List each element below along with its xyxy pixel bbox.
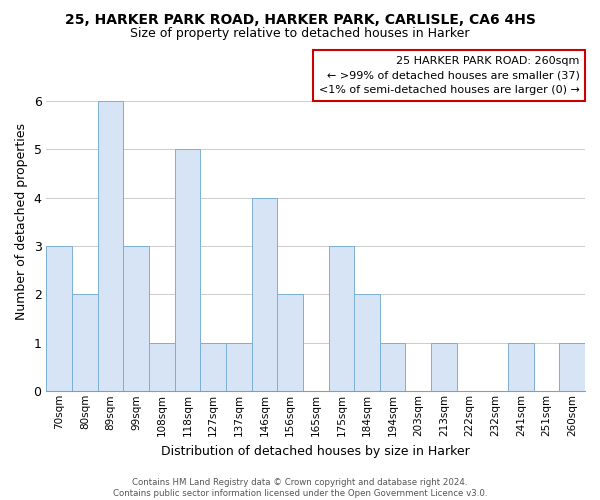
Bar (559, 343, 585, 392)
Bar (226, 343, 251, 392)
Bar (72, 294, 98, 392)
Bar (175, 150, 200, 392)
Bar (380, 343, 406, 392)
Bar (98, 101, 124, 392)
Text: 25, HARKER PARK ROAD, HARKER PARK, CARLISLE, CA6 4HS: 25, HARKER PARK ROAD, HARKER PARK, CARLI… (65, 12, 535, 26)
X-axis label: Distribution of detached houses by size in Harker: Distribution of detached houses by size … (161, 444, 470, 458)
Text: 25 HARKER PARK ROAD: 260sqm
← >99% of detached houses are smaller (37)
<1% of se: 25 HARKER PARK ROAD: 260sqm ← >99% of de… (319, 56, 580, 96)
Bar (329, 246, 354, 392)
Text: Size of property relative to detached houses in Harker: Size of property relative to detached ho… (130, 28, 470, 40)
Text: Contains HM Land Registry data © Crown copyright and database right 2024.
Contai: Contains HM Land Registry data © Crown c… (113, 478, 487, 498)
Bar (251, 198, 277, 392)
Bar (277, 294, 303, 392)
Bar (508, 343, 534, 392)
Bar (200, 343, 226, 392)
Y-axis label: Number of detached properties: Number of detached properties (15, 124, 28, 320)
Bar (431, 343, 457, 392)
Bar (354, 294, 380, 392)
Bar (46, 246, 72, 392)
Bar (149, 343, 175, 392)
Bar (124, 246, 149, 392)
